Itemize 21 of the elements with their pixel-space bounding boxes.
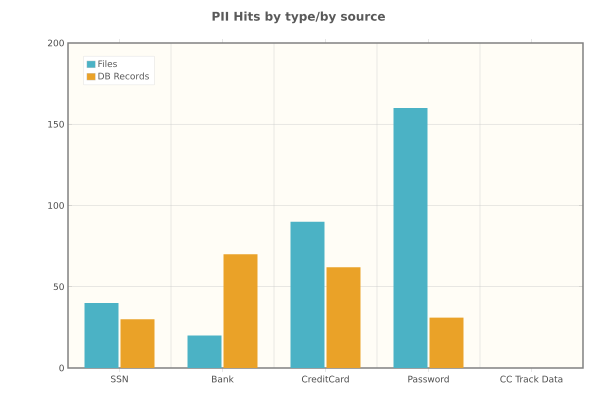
legend-label: DB Records (98, 72, 149, 80)
bar (430, 318, 464, 368)
bar (394, 108, 428, 368)
bar (224, 254, 258, 368)
x-tick-label: Password (408, 376, 449, 382)
y-tick-label: 200 (48, 40, 64, 46)
x-tick-label: Bank (212, 376, 234, 382)
bar (120, 319, 155, 368)
y-tick-label: 0 (59, 364, 64, 372)
x-tick-label: CreditCard (302, 376, 349, 382)
bar (188, 335, 222, 368)
bar (84, 302, 119, 368)
bar (290, 222, 324, 368)
bar (326, 267, 360, 368)
y-tick-label: 50 (54, 283, 64, 290)
legend-label: Files (98, 60, 117, 68)
x-tick-label: SSN (111, 376, 128, 382)
y-tick-label: 150 (48, 120, 64, 128)
y-tick-label: 100 (48, 202, 64, 209)
x-tick-label: CC Track Data (500, 376, 562, 382)
chart-title: PII Hits by type/by source (212, 12, 385, 24)
